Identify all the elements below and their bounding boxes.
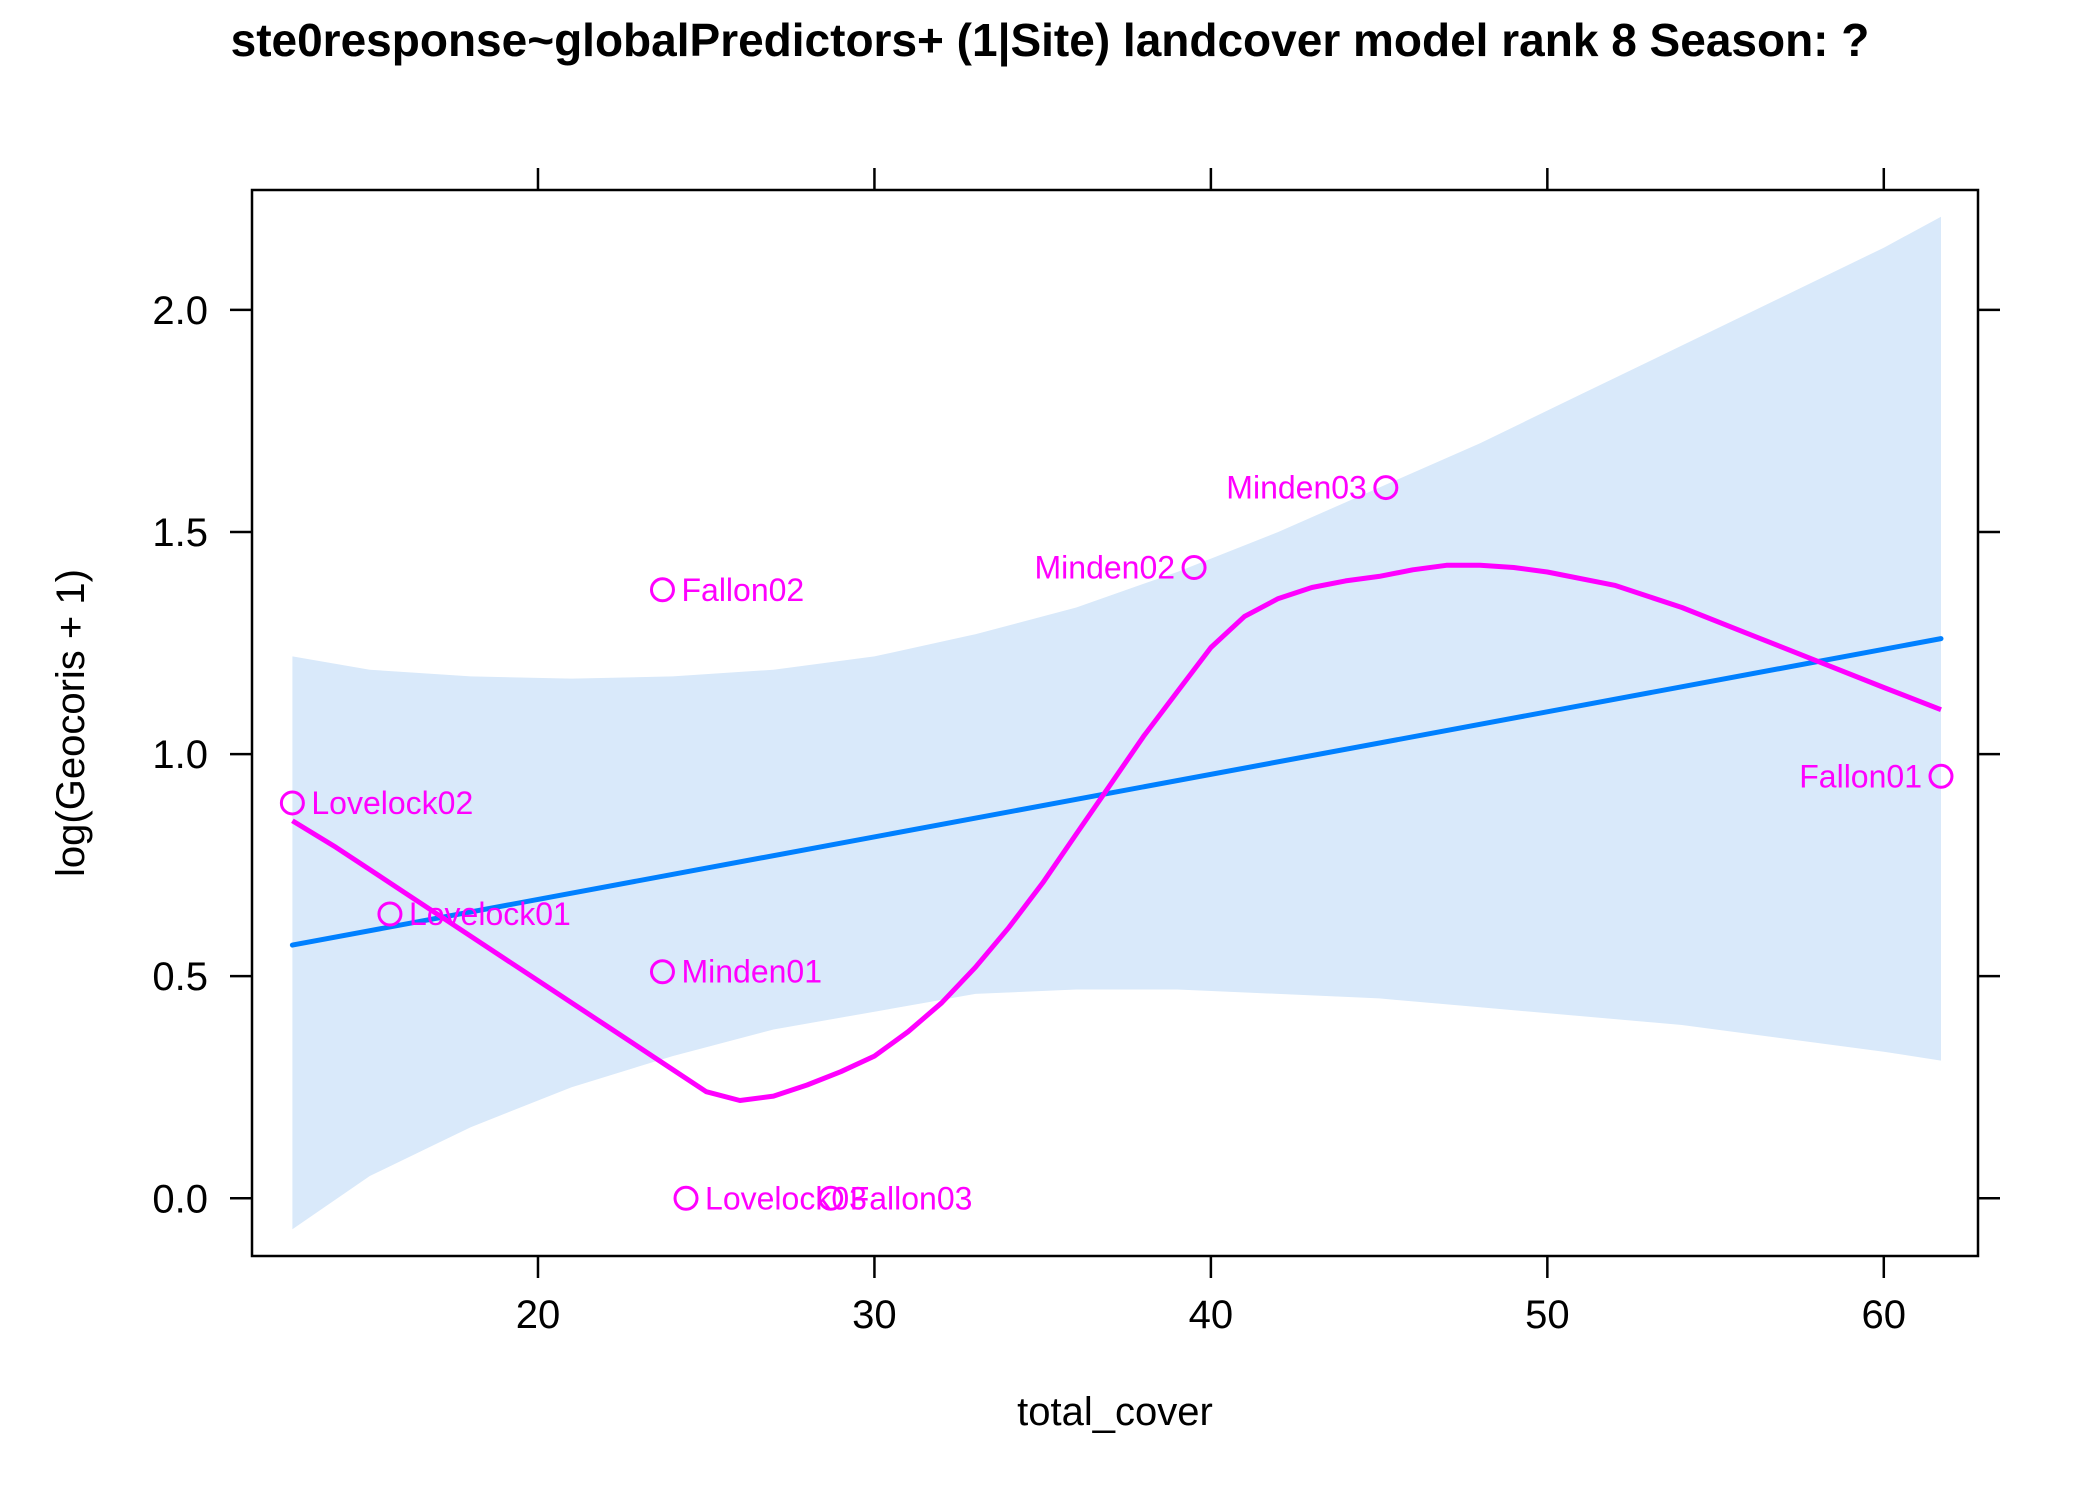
y-tick-label: 1.0 (152, 733, 208, 777)
y-tick-label: 1.5 (152, 511, 208, 555)
band-layer (292, 216, 1941, 1230)
data-point (818, 1185, 844, 1211)
point-label: Lovelock03 (705, 1180, 867, 1216)
point-label: Minden02 (1035, 550, 1176, 586)
data-point (649, 959, 675, 985)
y-tick-label: 0.5 (152, 955, 208, 999)
y-tick-label: 2.0 (152, 289, 208, 333)
data-point (1373, 475, 1399, 501)
point-label: Lovelock01 (409, 896, 571, 932)
fit-line (289, 636, 1944, 948)
data-point (649, 577, 675, 603)
data-point (1928, 763, 1954, 789)
y-tick-label: 0.0 (152, 1177, 208, 1221)
x-tick-label: 60 (1862, 1293, 1907, 1337)
x-tick-label: 40 (1189, 1293, 1234, 1337)
point-label: Lovelock02 (311, 785, 473, 821)
data-point (279, 790, 305, 816)
point-label: Fallon01 (1799, 758, 1922, 794)
data-point (1181, 555, 1207, 581)
point-layer: Lovelock02 Lovelock01 Fallon02 Minden01 Love… (279, 470, 1954, 1216)
confidence-band (292, 216, 1941, 1230)
data-point (673, 1185, 699, 1211)
chart-title: ste0response~globalPredictors+ (1|Site) … (231, 14, 1870, 66)
x-axis-label: total_cover (1017, 1390, 1213, 1434)
x-tick-label: 50 (1525, 1293, 1570, 1337)
point-label: Fallon02 (681, 572, 804, 608)
x-tick-label: 20 (516, 1293, 561, 1337)
point-label: Minden01 (681, 954, 822, 990)
axis-layer: 20 30 40 50 60 0.0 0.5 1.0 1.5 2.0 (152, 168, 2000, 1337)
line-layer (289, 562, 1944, 1103)
point-label: Minden03 (1226, 470, 1367, 506)
plot-frame (250, 188, 1980, 1258)
data-point (377, 901, 403, 927)
y-axis-label: log(Geocoris + 1) (49, 569, 93, 877)
point-label: Fallon03 (850, 1180, 973, 1216)
smooth-line (291, 562, 1942, 1103)
x-tick-label: 30 (852, 1293, 897, 1337)
